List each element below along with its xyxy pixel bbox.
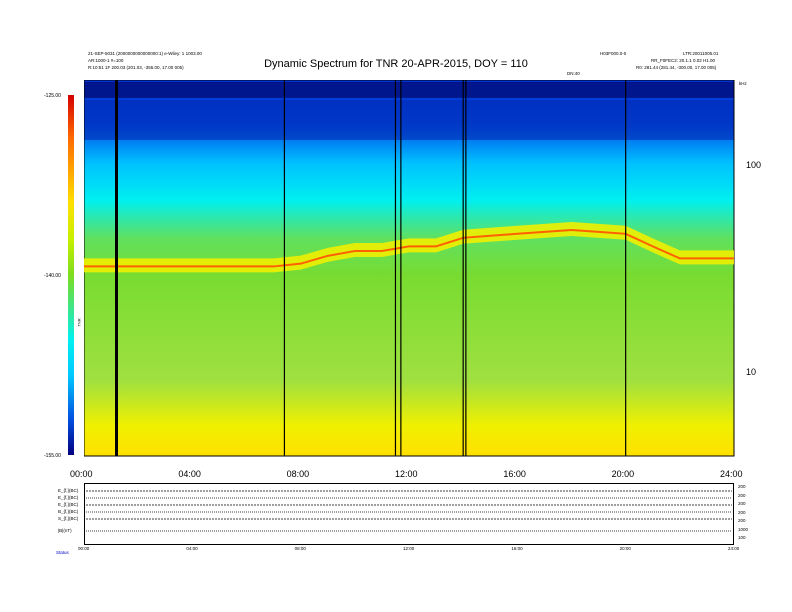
small-text-right: DN:40 — [567, 71, 580, 76]
panel-label: B_{f,}(BC) — [58, 509, 79, 514]
colorbar-tick-mid: -140.00 — [44, 273, 61, 279]
footer-status-label: Status — [56, 550, 69, 555]
spectrogram — [84, 80, 735, 457]
xaxis-tick-label: 24:00 — [720, 469, 743, 479]
yaxis-unit: kHz — [739, 81, 747, 86]
header-left-line-1: 21-SEP-5031 (2000000000000000:1) e-Wiley… — [88, 51, 202, 56]
panel-label: E_{f,}(BC) — [58, 502, 79, 507]
panel-right-tick: 200 — [738, 492, 746, 498]
panel-x-tick: 20:00 — [619, 546, 631, 551]
panel-label: E_{f,}(BC) — [58, 488, 79, 493]
bottom-panels — [84, 483, 734, 545]
panel-x-tick: 00:00 — [78, 546, 90, 551]
panel-label: |B|(nT) — [58, 528, 72, 533]
xaxis-tick-label: 08:00 — [286, 469, 310, 479]
header-center-small: H03F000.0-0 — [600, 51, 627, 56]
xaxis-tick-label: 00:00 — [70, 469, 93, 479]
colorbar-label: TNR — [76, 318, 82, 327]
dark-top-band — [84, 82, 734, 98]
colorbar-tick-bottom: -155.00 — [44, 453, 61, 459]
dark-upper-region — [84, 100, 734, 140]
panel-right-tick: 200 — [738, 509, 746, 515]
plot-frame — [84, 80, 735, 457]
yaxis-tick-100: 100 — [746, 160, 762, 170]
xaxis-tick-label: 16:00 — [503, 469, 526, 479]
panel-traces — [86, 490, 732, 532]
yaxis-tick-10: 10 — [746, 367, 757, 377]
panel-x-tick: 08:00 — [294, 546, 306, 551]
panel-right-tick: 100 — [738, 535, 746, 540]
colorbar-tick-top: -125.00 — [44, 93, 61, 99]
xaxis-tick-label: 04:00 — [178, 469, 201, 479]
panel-x-tick: 12:00 — [403, 546, 415, 551]
header-right-line-2: R0: 281.44 (281.44, -300.00, 17.00 005) — [636, 65, 717, 70]
header-left-line-2: AR:1000-1 #=100 — [88, 58, 124, 63]
xaxis-tick-label: 12:00 — [395, 469, 418, 479]
panel-label: E_{f,}(BC) — [58, 495, 79, 500]
header-left-line-3: R:10:51 1F 200.03 (201.03, -355.00, 17.0… — [88, 65, 184, 70]
panel-right-tick: 200 — [738, 518, 746, 523]
panel-x-tick: 24:00 — [728, 546, 740, 551]
colorbar — [68, 95, 74, 455]
panel-x-tick: 04:00 — [186, 546, 198, 551]
header-right-top: LTR:20011005.01 — [683, 51, 719, 56]
panel-right-tick: 200 — [738, 484, 746, 489]
panel-right-tick: 200 — [738, 501, 746, 506]
data-gaps-layer — [115, 80, 627, 456]
header-right-line-1: RR_F0FEC2: 20.1.1 0.02 H1.00 — [651, 58, 716, 63]
panel-right-tick: 1000 — [738, 526, 749, 532]
panel-label: S_{f,}(BC) — [58, 516, 79, 521]
chart-title: Dynamic Spectrum for TNR 20-APR-2015, DO… — [264, 58, 528, 70]
panel-x-tick: 16:00 — [511, 546, 523, 551]
xaxis-tick-label: 20:00 — [611, 469, 635, 479]
